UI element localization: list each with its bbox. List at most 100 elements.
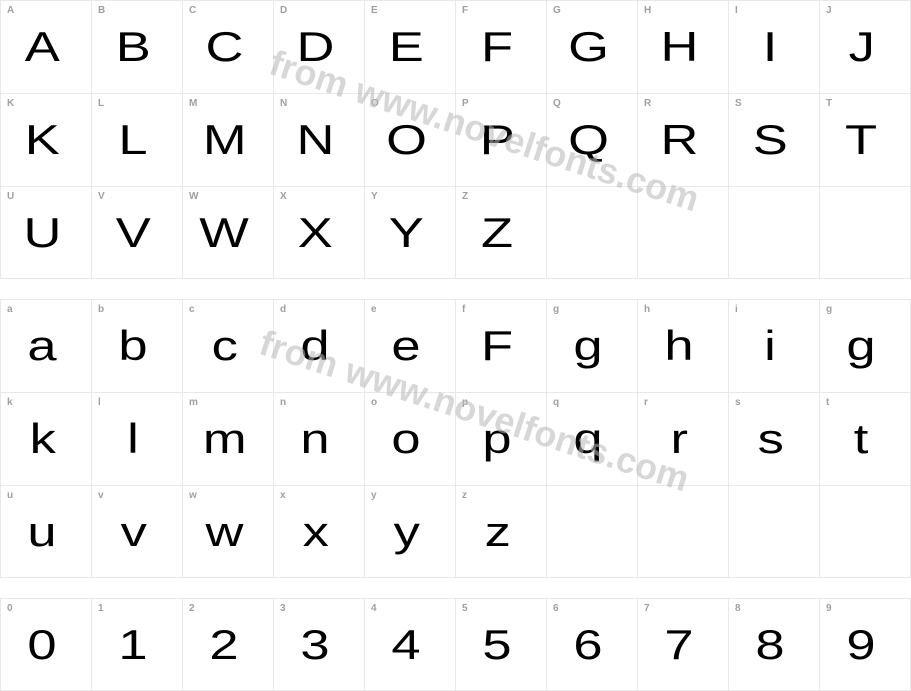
glyph-cell: 66 — [547, 599, 638, 690]
cell-label: K — [7, 98, 14, 109]
glyph-row: aabbccddeefFgghhiigg — [0, 299, 911, 392]
glyph-cell: ii — [729, 300, 820, 392]
cell-glyph: 5 — [483, 621, 520, 669]
cell-label: 7 — [644, 603, 650, 614]
cell-label: z — [462, 490, 467, 501]
glyph-cell: HH — [638, 1, 729, 93]
cell-label: x — [280, 490, 286, 501]
glyph-cell: RR — [638, 94, 729, 186]
glyph-cell: hh — [638, 300, 729, 392]
cell-glyph: O — [386, 116, 434, 164]
cell-label: A — [7, 5, 14, 16]
cell-label: h — [644, 304, 650, 315]
glyph-cell: qq — [547, 393, 638, 485]
cell-label: N — [280, 98, 287, 109]
cell-glyph: o — [392, 415, 429, 463]
cell-label: p — [462, 397, 468, 408]
cell-glyph: F — [481, 23, 521, 71]
cell-glyph: J — [848, 23, 882, 71]
cell-label: c — [189, 304, 195, 315]
cell-glyph: X — [298, 209, 341, 257]
cell-label: 5 — [462, 603, 468, 614]
cell-glyph: u — [28, 508, 65, 556]
cell-glyph: q — [574, 415, 611, 463]
empty-cell — [547, 486, 638, 577]
glyph-cell: uu — [0, 486, 92, 577]
empty-cell — [820, 486, 911, 577]
cell-label: F — [462, 5, 468, 16]
cell-glyph: 3 — [301, 621, 338, 669]
glyph-cell: yy — [365, 486, 456, 577]
glyph-cell: 55 — [456, 599, 547, 690]
cell-glyph: c — [211, 322, 245, 370]
cell-label: D — [280, 5, 287, 16]
glyph-cell: VV — [92, 187, 183, 278]
cell-label: q — [553, 397, 559, 408]
cell-label: R — [644, 98, 651, 109]
empty-cell — [820, 187, 911, 278]
glyph-cell: tt — [820, 393, 911, 485]
cell-glyph: F — [481, 322, 521, 370]
cell-glyph: w — [205, 508, 250, 556]
cell-label: f — [462, 304, 465, 315]
glyph-cell: ee — [365, 300, 456, 392]
cell-glyph: y — [393, 508, 427, 556]
cell-label: g — [553, 304, 559, 315]
cell-label: s — [735, 397, 741, 408]
cell-glyph: Y — [389, 209, 432, 257]
empty-cell — [638, 486, 729, 577]
glyph-cell: mm — [183, 393, 274, 485]
cell-glyph: U — [23, 209, 68, 257]
cell-label: i — [735, 304, 738, 315]
cell-label: S — [735, 98, 742, 109]
cell-label: W — [189, 191, 198, 202]
glyph-cell: CC — [183, 1, 274, 93]
glyph-cell: bb — [92, 300, 183, 392]
glyph-row: UUVVWWXXYYZZ — [0, 186, 911, 279]
cell-label: C — [189, 5, 196, 16]
glyph-cell: JJ — [820, 1, 911, 93]
cell-glyph: T — [845, 116, 885, 164]
cell-label: k — [7, 397, 13, 408]
glyph-cell: xx — [274, 486, 365, 577]
cell-label: b — [98, 304, 104, 315]
cell-glyph: l — [127, 415, 146, 463]
glyph-cell: DD — [274, 1, 365, 93]
glyph-cell: ss — [729, 393, 820, 485]
cell-label: L — [98, 98, 104, 109]
cell-glyph: r — [671, 415, 696, 463]
empty-cell — [729, 187, 820, 278]
glyph-cell: dd — [274, 300, 365, 392]
cell-label: 8 — [735, 603, 741, 614]
cell-glyph: m — [202, 415, 253, 463]
empty-cell — [547, 187, 638, 278]
glyph-cell: ZZ — [456, 187, 547, 278]
cell-glyph: 1 — [119, 621, 156, 669]
cell-glyph: P — [480, 116, 523, 164]
cell-label: U — [7, 191, 14, 202]
cell-glyph: R — [660, 116, 705, 164]
cell-glyph: 6 — [574, 621, 611, 669]
cell-label: 0 — [7, 603, 13, 614]
cell-glyph: M — [202, 116, 253, 164]
glyph-cell: vv — [92, 486, 183, 577]
cell-label: M — [189, 98, 197, 109]
cell-label: J — [826, 5, 832, 16]
cell-glyph: E — [389, 23, 432, 71]
cell-label: 9 — [826, 603, 832, 614]
cell-label: 1 — [98, 603, 104, 614]
glyph-cell: PP — [456, 94, 547, 186]
cell-glyph: I — [763, 23, 785, 71]
glyph-cell: 33 — [274, 599, 365, 690]
cell-glyph: h — [665, 322, 702, 370]
cell-label: m — [189, 397, 198, 408]
cell-label: y — [371, 490, 377, 501]
cell-glyph: 0 — [28, 621, 65, 669]
empty-cell — [729, 486, 820, 577]
cell-glyph: 2 — [210, 621, 247, 669]
cell-label: Q — [553, 98, 561, 109]
cell-glyph: p — [483, 415, 520, 463]
glyph-cell: XX — [274, 187, 365, 278]
cell-glyph: H — [660, 23, 705, 71]
cell-label: Z — [462, 191, 468, 202]
